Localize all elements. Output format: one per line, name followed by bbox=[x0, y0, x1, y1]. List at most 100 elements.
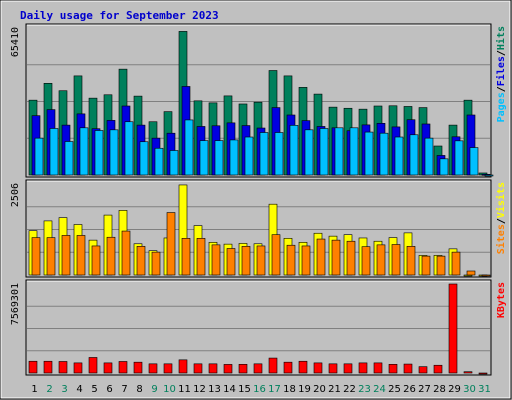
x-tick-label: 27 bbox=[418, 384, 431, 395]
legend-entry: KBytes bbox=[496, 282, 507, 318]
bar-sites-day-7 bbox=[121, 230, 131, 276]
x-tick-label: 11 bbox=[178, 384, 191, 395]
bar-pages-day-30 bbox=[469, 147, 479, 176]
y-max-label: 2506 bbox=[10, 183, 21, 207]
bar-kbytes-day-30 bbox=[463, 371, 473, 374]
bar-pages-day-26 bbox=[409, 134, 419, 176]
bar-sites-day-12 bbox=[196, 238, 206, 276]
bar-pages-day-8 bbox=[139, 141, 149, 176]
bar-pages-day-21 bbox=[334, 127, 344, 176]
panel-legend: KBytes bbox=[496, 282, 507, 318]
bar-pages-day-9 bbox=[154, 147, 164, 176]
x-tick-label: 15 bbox=[238, 384, 251, 395]
bar-kbytes-day-7 bbox=[118, 361, 128, 374]
bar-sites-day-25 bbox=[391, 244, 401, 276]
bar-pages-day-25 bbox=[394, 136, 404, 176]
x-axis-labels: 1 2 3 4 5 6 7 8 9 10 11 12 13 14 15 16 17 18 19 20 21 22 23 24 2… bbox=[31, 384, 491, 395]
legend-entry: Sites bbox=[495, 224, 507, 254]
bar-kbytes-day-13 bbox=[208, 363, 218, 374]
y-max-label: 7569301 bbox=[10, 283, 21, 325]
bar-sites-day-17 bbox=[271, 234, 281, 276]
x-tick-label: 19 bbox=[298, 384, 311, 395]
bar-pages-day-28 bbox=[439, 158, 449, 176]
bar-sites-day-20 bbox=[316, 238, 326, 276]
bar-kbytes-day-1 bbox=[28, 360, 38, 374]
x-tick-label: 3 bbox=[61, 384, 67, 395]
bar-kbytes-day-15 bbox=[238, 363, 248, 374]
bar-pages-day-13 bbox=[214, 140, 224, 176]
bar-kbytes-day-3 bbox=[58, 361, 68, 374]
bar-kbytes-day-21 bbox=[328, 363, 338, 374]
x-tick-label: 14 bbox=[223, 384, 236, 395]
bar-pages-day-6 bbox=[109, 129, 119, 176]
bar-pages-day-14 bbox=[229, 139, 239, 176]
bar-kbytes-day-12 bbox=[193, 363, 203, 374]
bar-pages-day-22 bbox=[349, 127, 359, 176]
x-tick-label: 6 bbox=[106, 384, 112, 395]
bar-kbytes-day-31 bbox=[478, 372, 488, 375]
x-tick-label: 8 bbox=[136, 384, 142, 395]
bar-pages-day-2 bbox=[49, 128, 59, 176]
bar-sites-day-13 bbox=[211, 244, 221, 276]
bar-pages-day-4 bbox=[79, 127, 89, 176]
x-tick-label: 4 bbox=[76, 384, 82, 395]
x-tick-label: 31 bbox=[478, 384, 491, 395]
chart-panels: 65410Pages/Files/Hits2506Sites/Visits756… bbox=[10, 23, 507, 376]
bar-pages-day-12 bbox=[199, 140, 209, 176]
bar-sites-day-31 bbox=[481, 274, 491, 277]
bar-sites-day-29 bbox=[451, 251, 461, 276]
bar-pages-day-15 bbox=[244, 136, 254, 176]
bar-sites-day-5 bbox=[91, 245, 101, 276]
bar-pages-day-27 bbox=[424, 137, 434, 176]
bar-sites-day-21 bbox=[331, 239, 341, 276]
bar-sites-day-3 bbox=[61, 235, 71, 276]
chart-title: Daily usage for September 2023 bbox=[20, 9, 219, 22]
bar-pages-day-17 bbox=[274, 132, 284, 176]
bar-kbytes-day-29 bbox=[448, 283, 458, 374]
x-tick-label: 21 bbox=[328, 384, 341, 395]
bar-pages-day-18 bbox=[289, 125, 299, 176]
bar-sites-day-8 bbox=[136, 246, 146, 276]
bar-pages-day-24 bbox=[379, 132, 389, 176]
bar-pages-day-31 bbox=[484, 174, 494, 177]
y-max-label: 65410 bbox=[10, 27, 21, 57]
bar-sites-day-30 bbox=[466, 270, 476, 276]
legend-entry: / bbox=[496, 218, 507, 224]
bar-sites-day-15 bbox=[241, 246, 251, 276]
x-tick-label: 16 bbox=[253, 384, 266, 395]
bar-sites-day-26 bbox=[406, 246, 416, 276]
legend-entry: Visits bbox=[495, 182, 507, 218]
x-tick-label: 5 bbox=[91, 384, 97, 395]
legend-entry: / bbox=[496, 50, 507, 56]
bar-sites-day-18 bbox=[286, 244, 296, 276]
bar-sites-day-28 bbox=[436, 255, 446, 276]
bar-kbytes-day-26 bbox=[403, 363, 413, 374]
x-tick-label: 20 bbox=[313, 384, 326, 395]
bar-pages-day-11 bbox=[184, 119, 194, 176]
bar-sites-day-22 bbox=[346, 240, 356, 276]
panel-legend: Pages/Files/Hits bbox=[495, 26, 507, 122]
x-tick-label: 28 bbox=[433, 384, 446, 395]
bar-sites-day-19 bbox=[301, 245, 311, 276]
x-tick-label: 7 bbox=[121, 384, 127, 395]
bar-kbytes-day-25 bbox=[388, 363, 398, 374]
legend-entry: Pages bbox=[496, 92, 507, 122]
bar-kbytes-day-10 bbox=[163, 363, 173, 374]
bar-kbytes-day-6 bbox=[103, 362, 113, 374]
bar-sites-day-2 bbox=[46, 237, 56, 276]
x-tick-label: 18 bbox=[283, 384, 296, 395]
bar-sites-day-6 bbox=[106, 236, 116, 276]
bar-kbytes-day-9 bbox=[148, 363, 158, 374]
bar-pages-day-5 bbox=[94, 130, 104, 176]
x-tick-label: 25 bbox=[388, 384, 401, 395]
bar-sites-day-11 bbox=[181, 238, 191, 276]
x-tick-label: 12 bbox=[193, 384, 206, 395]
bar-pages-day-16 bbox=[259, 132, 269, 176]
legend-entry: Files bbox=[495, 56, 507, 86]
bar-kbytes-day-14 bbox=[223, 364, 233, 374]
bar-kbytes-day-19 bbox=[298, 360, 308, 374]
bar-kbytes-day-11 bbox=[178, 359, 188, 374]
bar-sites-day-27 bbox=[421, 255, 431, 276]
bar-pages-day-20 bbox=[319, 128, 329, 176]
